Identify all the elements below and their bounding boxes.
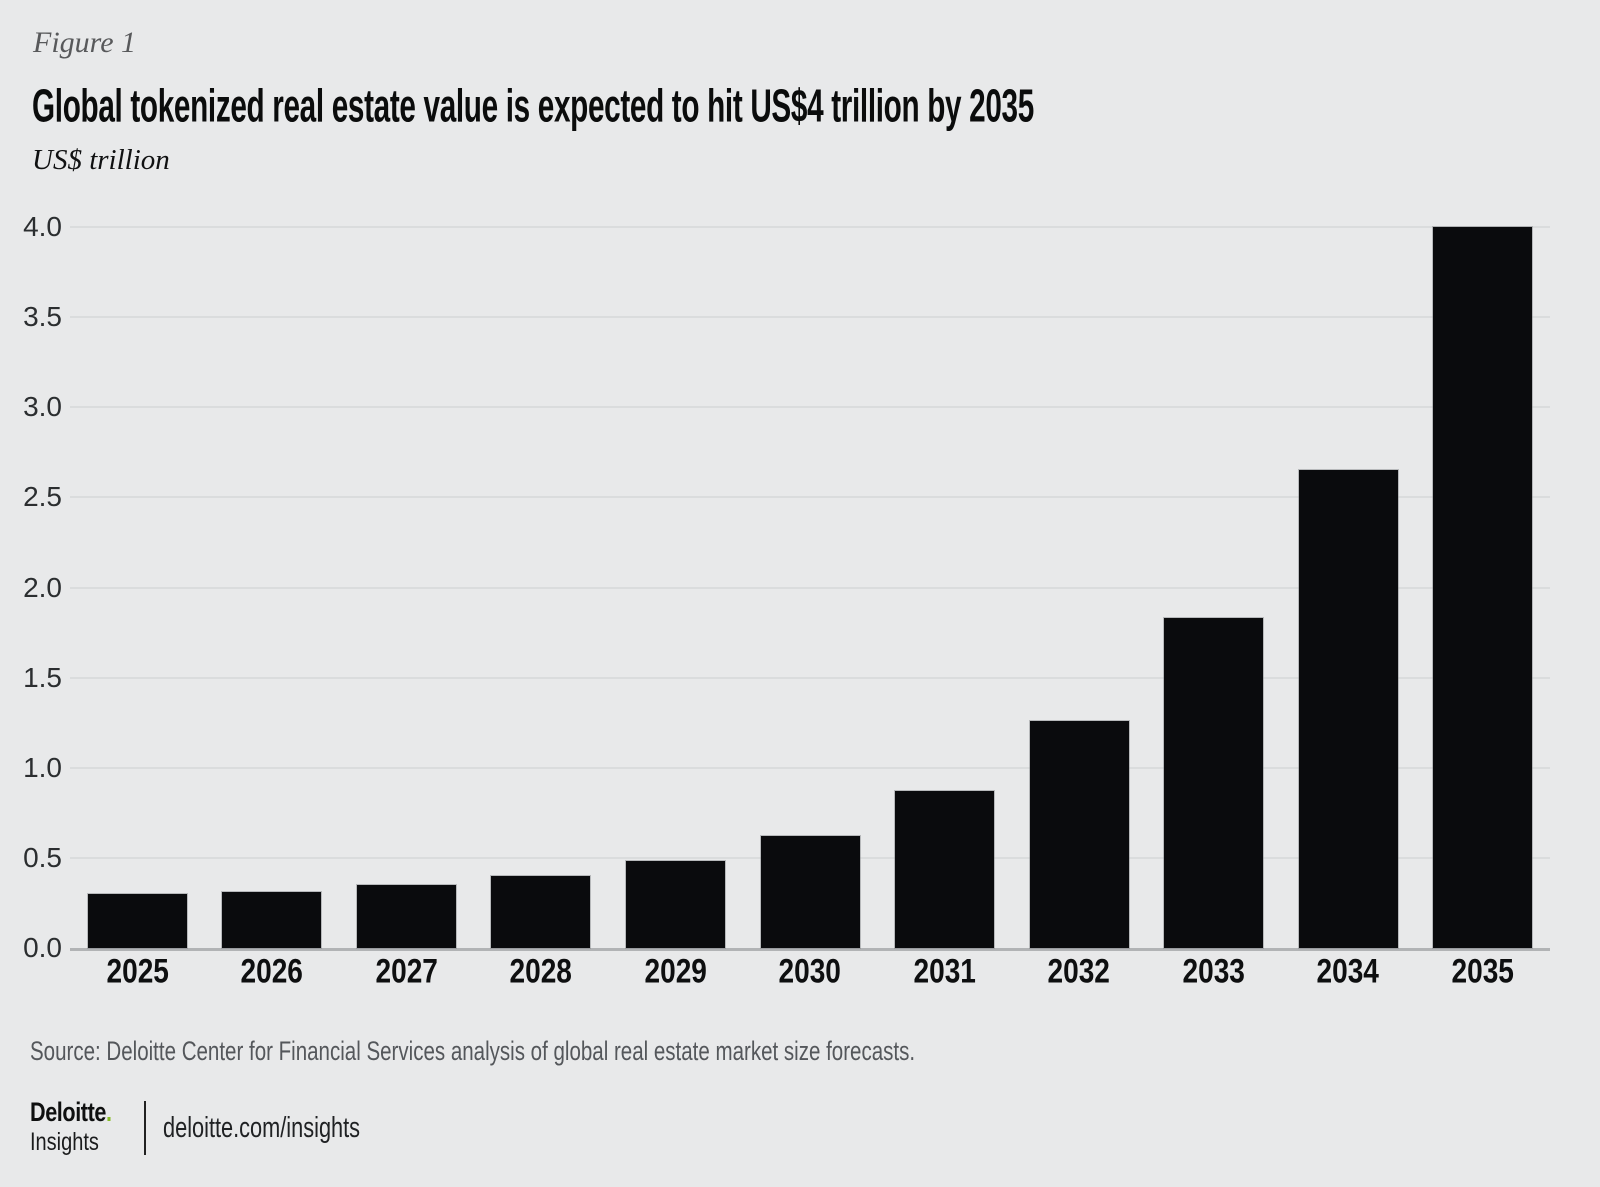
gridline-1.5 [70,676,1550,679]
x-tick-2031: 2031 [877,951,1012,992]
x-tick-label-2027: 2027 [375,951,438,990]
x-tick-2028: 2028 [474,951,609,992]
bar-2027 [355,883,457,949]
gridline-3.5 [70,316,1550,319]
x-tick-label-2028: 2028 [509,951,573,990]
bar-2035 [1432,226,1534,949]
brand-subtitle: Insights [30,1128,99,1156]
y-tick-label-1.5: 1.5 [23,661,62,693]
x-axis-line [70,948,1550,951]
gridline-1.0 [70,766,1550,769]
y-tick-label-3.0: 3.0 [23,391,62,423]
x-tick-2025: 2025 [70,951,205,992]
x-tick-2034: 2034 [1281,951,1416,992]
x-tick-label-2031: 2031 [913,951,976,990]
bar-2028 [490,874,592,949]
x-tick-2033: 2033 [1146,951,1281,992]
x-tick-label-2026: 2026 [240,951,303,990]
figure-title: Global tokenized real estate value is ex… [32,79,1034,132]
unit-label: US$ trillion [32,144,170,176]
y-tick-label-2.5: 2.5 [23,481,62,513]
y-tick-label-4.0: 4.0 [23,211,62,242]
gridline-3.0 [70,406,1550,409]
brand-wordmark: Deloitte. [30,1098,112,1127]
x-tick-2030: 2030 [743,951,878,992]
x-tick-label-2034: 2034 [1316,951,1380,990]
y-tick-label-3.5: 3.5 [23,301,62,333]
x-tick-label-2035: 2035 [1451,951,1514,990]
x-tick-2027: 2027 [339,951,474,992]
y-tick-label-0.5: 0.5 [23,841,62,873]
bar-2034 [1297,469,1399,949]
x-tick-label-2032: 2032 [1047,951,1111,990]
title-wrap: Global tokenized real estate value is ex… [32,79,1600,132]
bar-2030 [759,835,861,949]
x-tick-label-2025: 2025 [106,951,169,990]
bar-2033 [1163,617,1265,949]
x-tick-label-2030: 2030 [778,951,842,990]
deloitte-insights-logo: Deloitte. Insights [30,1098,132,1156]
brand-green-dot: . [106,1097,112,1127]
x-tick-label-2029: 2029 [644,951,707,990]
y-tick-label-1.0: 1.0 [23,751,62,783]
bar-2029 [624,860,726,949]
footer-url: deloitte.com/insights [163,1112,361,1144]
footer-divider [144,1101,146,1155]
gridline-2.5 [70,496,1550,499]
gridline-4.0 [70,226,1550,228]
gridline-2.0 [70,586,1550,589]
x-tick-2029: 2029 [608,951,743,992]
x-tick-2035: 2035 [1415,951,1550,992]
bar-2032 [1028,719,1130,949]
y-tick-label-0.0: 0.0 [23,932,62,963]
y-tick-label-2.0: 2.0 [23,571,62,603]
bar-2025 [86,892,188,949]
bar-2031 [894,790,996,949]
x-tick-2026: 2026 [205,951,340,992]
x-tick-label-2033: 2033 [1182,951,1245,990]
source-note: Source: Deloitte Center for Financial Se… [30,1036,916,1066]
brand-name: Deloitte [30,1097,107,1127]
figure-label: Figure 1 [33,26,137,59]
bar-2026 [221,891,323,949]
x-tick-2032: 2032 [1012,951,1147,992]
